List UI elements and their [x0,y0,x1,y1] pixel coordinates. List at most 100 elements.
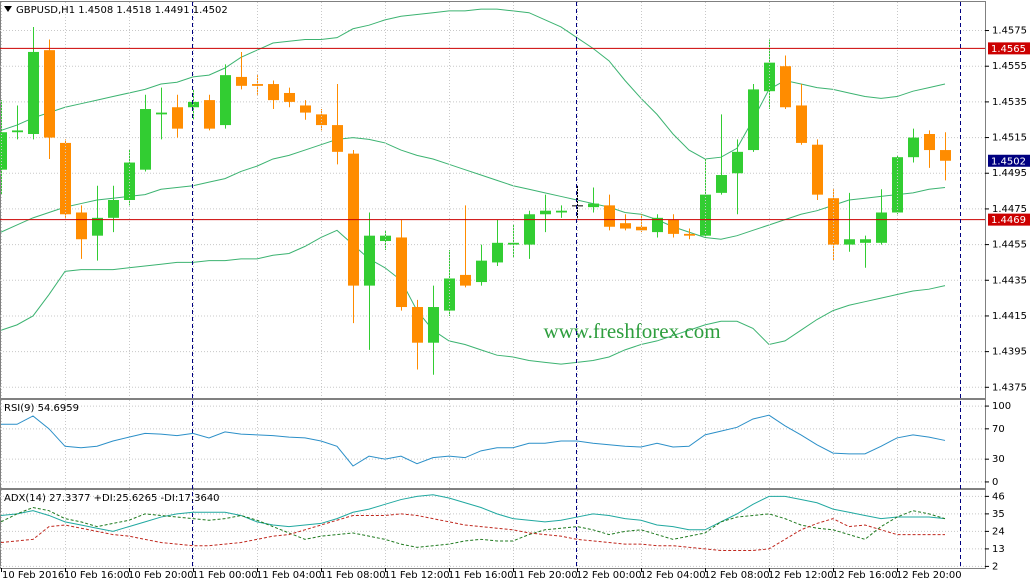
candle-body [156,112,167,115]
candle-body [300,105,311,113]
candle-body [780,66,791,108]
y-tick-label: 1.4575 [992,26,1027,37]
indicator-line [0,137,946,240]
level-label-box [988,42,1030,55]
y-tick-label: 1.4515 [992,133,1027,144]
candle-body [204,100,215,129]
candle-body [588,203,599,208]
level-label-box [988,213,1030,226]
x-tick-label: 11 Feb 08:00 [320,570,386,581]
x-tick-label: 11 Feb 20:00 [512,570,578,581]
candle-body [684,233,695,236]
rsi-panel-frame [0,399,986,489]
y-tick-label: 30 [992,454,1005,465]
chart-title: GBPUSD,H1 1.4508 1.4518 1.4491 1.4502 [16,5,228,16]
x-tick-label: 11 Feb 16:00 [448,570,514,581]
y-tick-label: 0 [992,477,998,488]
candle-body [668,219,679,234]
candle-body [732,151,743,174]
level-label: 1.4565 [991,44,1026,55]
main-panel-frame [0,1,986,399]
y-tick-label: 35 [992,509,1005,520]
indicator-line [1,414,946,467]
x-tick-label: 11 Feb 04:00 [256,570,322,581]
candle-body [636,226,647,231]
candle-body [60,142,71,215]
candle-body [444,278,455,311]
y-tick-label: 70 [992,424,1005,435]
adx-title: ADX(14) 27.3377 +DI:25.6265 -DI:17.3640 [4,493,220,504]
y-tick-label: 1.4395 [992,347,1027,358]
x-tick-label: 11 Feb 12:00 [384,570,450,581]
candle-body [76,212,87,240]
last-price-label: 1.4502 [991,156,1026,167]
y-tick-label: 1.4375 [992,382,1027,393]
plot-area [0,494,946,551]
indicator-line [0,506,946,548]
candle-body [924,134,935,151]
x-tick-label: 11 Feb 00:00 [192,570,258,581]
watermark: www.freshforex.com [543,319,720,343]
adx-panel-frame [0,489,986,569]
candle-body [92,217,103,236]
x-tick-label: 10 Feb 20:00 [128,570,194,581]
rsi-title: RSI(9) 54.6959 [4,403,79,414]
candle-body [556,210,567,213]
plot-area [1,414,946,467]
candle-body [524,214,535,245]
candle-body [268,84,279,101]
y-tick-label: 1.4475 [992,204,1027,215]
y-tick-label: 100 [992,401,1011,412]
x-tick-label: 10 Feb 16:00 [64,570,130,581]
candle-body [796,105,807,143]
y-tick-label: 1.4435 [992,275,1027,286]
x-tick-label: 12 Feb 04:00 [640,570,706,581]
y-tick-label: 2 [992,561,998,572]
candle-body [124,162,135,200]
candle-body [508,242,519,245]
candle-body [236,76,247,86]
y-tick-label: 1.4455 [992,240,1027,251]
candle-body [876,212,887,243]
last-price-box [988,154,1030,167]
candle-body [476,260,487,283]
candle-body [652,217,663,233]
candle-body [908,137,919,158]
symbol-icon [4,6,12,12]
x-tick-label: 12 Feb 12:00 [768,570,834,581]
indicator-line [0,513,945,551]
candle-body [892,157,903,213]
candle-body [460,274,471,286]
candle-body [220,75,231,126]
candle-body [140,109,151,170]
x-tick-label: 12 Feb 08:00 [704,570,770,581]
candle-body [764,62,775,92]
candle-body [620,223,631,229]
indicator-line [0,229,946,365]
x-tick-label: 10 Feb 2016 [2,570,64,581]
candle-body [812,144,823,195]
candle-body [332,125,343,152]
y-tick-label: 13 [992,544,1005,555]
y-tick-label: 1.4535 [992,97,1027,108]
level-label: 1.4469 [991,215,1026,226]
candle-body [44,50,55,138]
candle-body [12,130,23,133]
candle-body [380,235,391,242]
candle-body [252,84,263,86]
candle-body [428,307,439,343]
x-tick-label: 12 Feb 00:00 [576,570,642,581]
y-tick-label: 24 [992,526,1005,537]
candle-body [284,92,295,102]
indicator-line [0,494,946,532]
candle-body [492,242,503,263]
y-tick-label: 1.4495 [992,168,1027,179]
candle-body [396,237,407,308]
y-tick-label: 46 [992,491,1005,502]
candle-body [172,107,183,129]
period-separators [192,2,961,568]
x-tick-label: 12 Feb 20:00 [896,570,962,581]
